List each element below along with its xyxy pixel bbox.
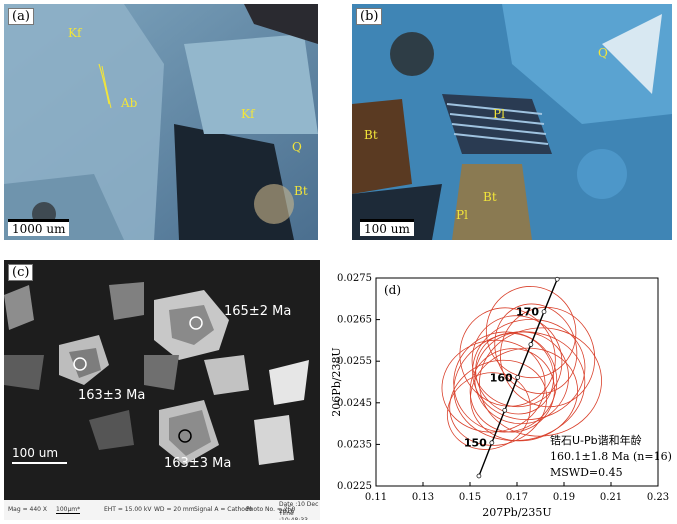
y-tick-label-4: 0.0265	[337, 315, 372, 326]
annotation-line-3: MSWD=0.45	[550, 466, 623, 479]
error-ellipse-5	[449, 359, 548, 446]
mineral-label-bt: Bt	[294, 184, 308, 198]
concordia-chart: 150 160 170 0.11 0.13 0.15 0.17 0.19 0.21 0.23 0.0…	[330, 273, 672, 519]
scale-bar-b: 100 um	[360, 219, 414, 236]
scale-bar-c-line	[12, 462, 67, 464]
panel-a-label: (a)	[8, 8, 34, 25]
concordia-age-marker-4	[528, 342, 534, 347]
y-tick-label-3: 0.0255	[337, 356, 372, 367]
age-label-3: 163±3 Ma	[164, 456, 232, 471]
concordia-age-marker-1	[489, 440, 495, 446]
y-tick-label-0: 0.0225	[337, 481, 372, 492]
sem-date: Date :10 Dec 2016	[279, 501, 319, 515]
sem-time: Time :10:48:33	[279, 510, 308, 520]
error-ellipse-11	[475, 332, 555, 415]
y-tick-label-1: 0.0235	[337, 439, 372, 450]
error-ellipse-15	[453, 331, 586, 442]
panel-a-micrograph: (a) Kf Ab Kf Q Bt 1000 um	[4, 4, 318, 240]
concordia-age-label-150: 150	[464, 437, 487, 450]
panel-c-label: (c)	[8, 264, 34, 281]
panel-c-zircons	[4, 260, 320, 500]
mineral-label-ab: Ab	[121, 96, 138, 110]
error-ellipse-10	[470, 347, 578, 442]
sem-mag: Mag = 440 X	[8, 506, 47, 513]
error-ellipse-6	[494, 303, 578, 394]
annotation-line-1: 锆石U-Pb谐和年龄	[550, 433, 642, 447]
x-tick-label-1: 0.13	[412, 492, 434, 503]
y-axis-label: 206Pb/238U	[330, 347, 343, 416]
concordia-age-marker-0	[476, 473, 482, 479]
concordia-age-label-160: 160	[490, 371, 513, 384]
error-ellipse-14	[499, 306, 596, 408]
x-tick-label-0: 0.11	[365, 492, 387, 503]
mineral-label-q: Q	[292, 140, 302, 154]
mineral-label-bt-b1: Bt	[364, 128, 378, 142]
panel-a-image	[4, 4, 318, 240]
panel-b-image	[352, 4, 672, 240]
scale-bar-a: 1000 um	[8, 219, 70, 236]
concordia-age-marker-2	[502, 407, 508, 413]
error-ellipse-4	[472, 318, 586, 421]
scale-bar-c: 100 um	[12, 446, 67, 464]
mineral-label-bt-b2: Bt	[483, 190, 497, 204]
sem-scale: 100µm*	[56, 506, 81, 514]
annotation-line-2: 160.1±1.8 Ma (n=16)	[550, 450, 672, 463]
mineral-label-q-b: Q	[598, 46, 608, 60]
x-axis-label: 207Pb/235U	[482, 506, 551, 519]
sem-signal: Signal A = Cathodo	[194, 506, 253, 513]
sem-wd: WD = 20 mm	[154, 506, 195, 513]
concordia-age-marker-5	[541, 309, 547, 315]
sem-footer: Mag = 440 X 100µm* EHT = 15.00 kV WD = 2…	[4, 500, 320, 520]
sem-photo: Photo No. = 250	[246, 506, 296, 513]
age-label-1: 165±2 Ma	[224, 304, 292, 319]
x-tick-label-5: 0.21	[600, 492, 622, 503]
error-ellipse-7	[446, 372, 531, 450]
x-tick-label-6: 0.23	[647, 492, 669, 503]
plot-frame	[375, 277, 659, 487]
panel-b-micrograph: (b) Q Bt Pl Bt Pl 100 um	[352, 4, 672, 240]
panel-d-concordia: 150 160 170 0.11 0.13 0.15 0.17 0.19 0.21 0.23 0.0…	[328, 254, 677, 524]
sem-eht: EHT = 15.00 kV	[104, 506, 152, 513]
concordia-age-marker-3	[515, 375, 521, 380]
panel-b-label: (b)	[356, 8, 383, 25]
y-tick-label-2: 0.0245	[337, 398, 372, 409]
concordia-age-label-170: 170	[516, 306, 539, 319]
error-ellipse-9	[459, 307, 556, 407]
age-label-2: 163±3 Ma	[78, 388, 146, 403]
error-ellipse-1	[469, 348, 555, 433]
panel-c-cl-image: (c) 165±2 Ma 163±3 Ma 163±3 Ma 100 um Ma…	[4, 260, 320, 520]
concordia-age-marker-6	[554, 276, 560, 282]
scale-bar-c-label: 100 um	[12, 446, 59, 460]
x-tick-label-3: 0.17	[506, 492, 528, 503]
mineral-label-kf-2: Kf	[241, 107, 255, 121]
panel-d-label: (d)	[384, 283, 401, 297]
mineral-label-pl-b2: Pl	[456, 208, 468, 222]
error-ellipse-12	[485, 286, 577, 379]
x-tick-label-2: 0.15	[459, 492, 481, 503]
mineral-label-pl-b1: Pl	[493, 107, 505, 121]
error-ellipse-2	[453, 331, 558, 433]
mineral-label-kf-1: Kf	[68, 26, 82, 40]
y-tick-label-5: 0.0275	[337, 273, 372, 284]
x-tick-label-4: 0.19	[553, 492, 575, 503]
